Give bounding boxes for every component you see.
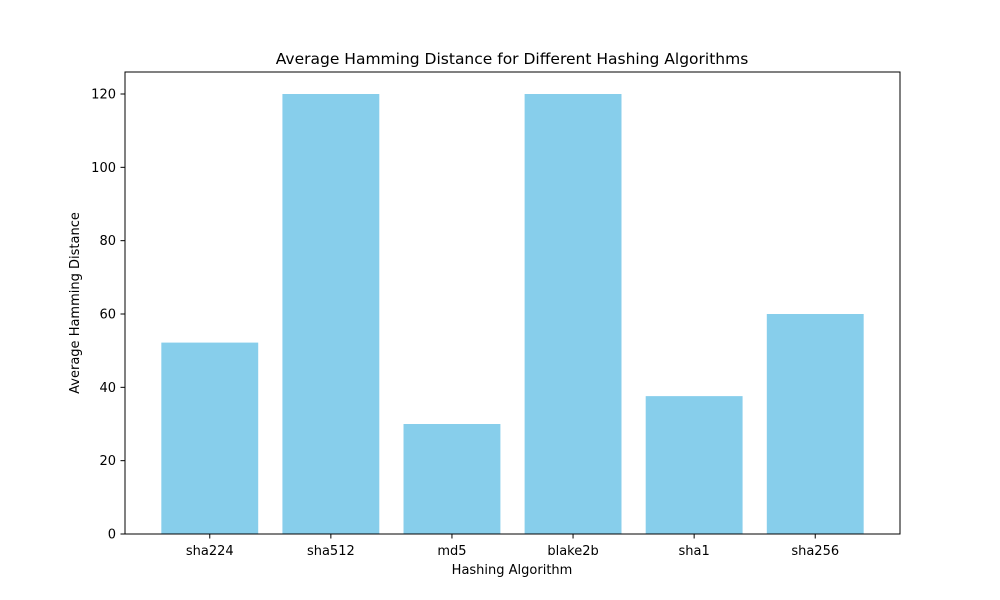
y-tick-label: 0 (108, 528, 116, 543)
x-tick-label: blake2b (547, 544, 598, 559)
y-tick-label: 100 (91, 161, 116, 176)
x-tick-label: sha1 (679, 544, 710, 559)
y-tick-label: 20 (99, 454, 116, 469)
y-axis-label: Average Hamming Distance (68, 212, 83, 394)
y-tick-label: 80 (99, 234, 116, 249)
bar-blake2b (524, 94, 622, 534)
x-tick-label: sha512 (307, 544, 355, 559)
bar-sha224 (161, 342, 259, 534)
x-tick-label: md5 (437, 544, 466, 559)
bar-sha1 (645, 396, 743, 534)
x-tick-label: sha256 (791, 544, 839, 559)
y-tick-label: 60 (99, 308, 116, 323)
bar-md5 (403, 424, 501, 534)
y-tick-label: 120 (91, 88, 116, 103)
chart-title: Average Hamming Distance for Different H… (276, 50, 749, 68)
x-axis-ticks: sha224 sha512 md5 blake2b sha1 sha256 (186, 534, 839, 559)
y-tick-label: 40 (99, 381, 116, 396)
bars (161, 94, 864, 534)
x-axis-label: Hashing Algorithm (452, 563, 573, 578)
plot-frame (124, 71, 901, 535)
bar-sha256 (766, 314, 864, 534)
y-axis-ticks: 0 20 40 60 80 100 120 (91, 88, 125, 543)
x-tick-label: sha224 (186, 544, 234, 559)
bar-sha512 (282, 94, 380, 534)
